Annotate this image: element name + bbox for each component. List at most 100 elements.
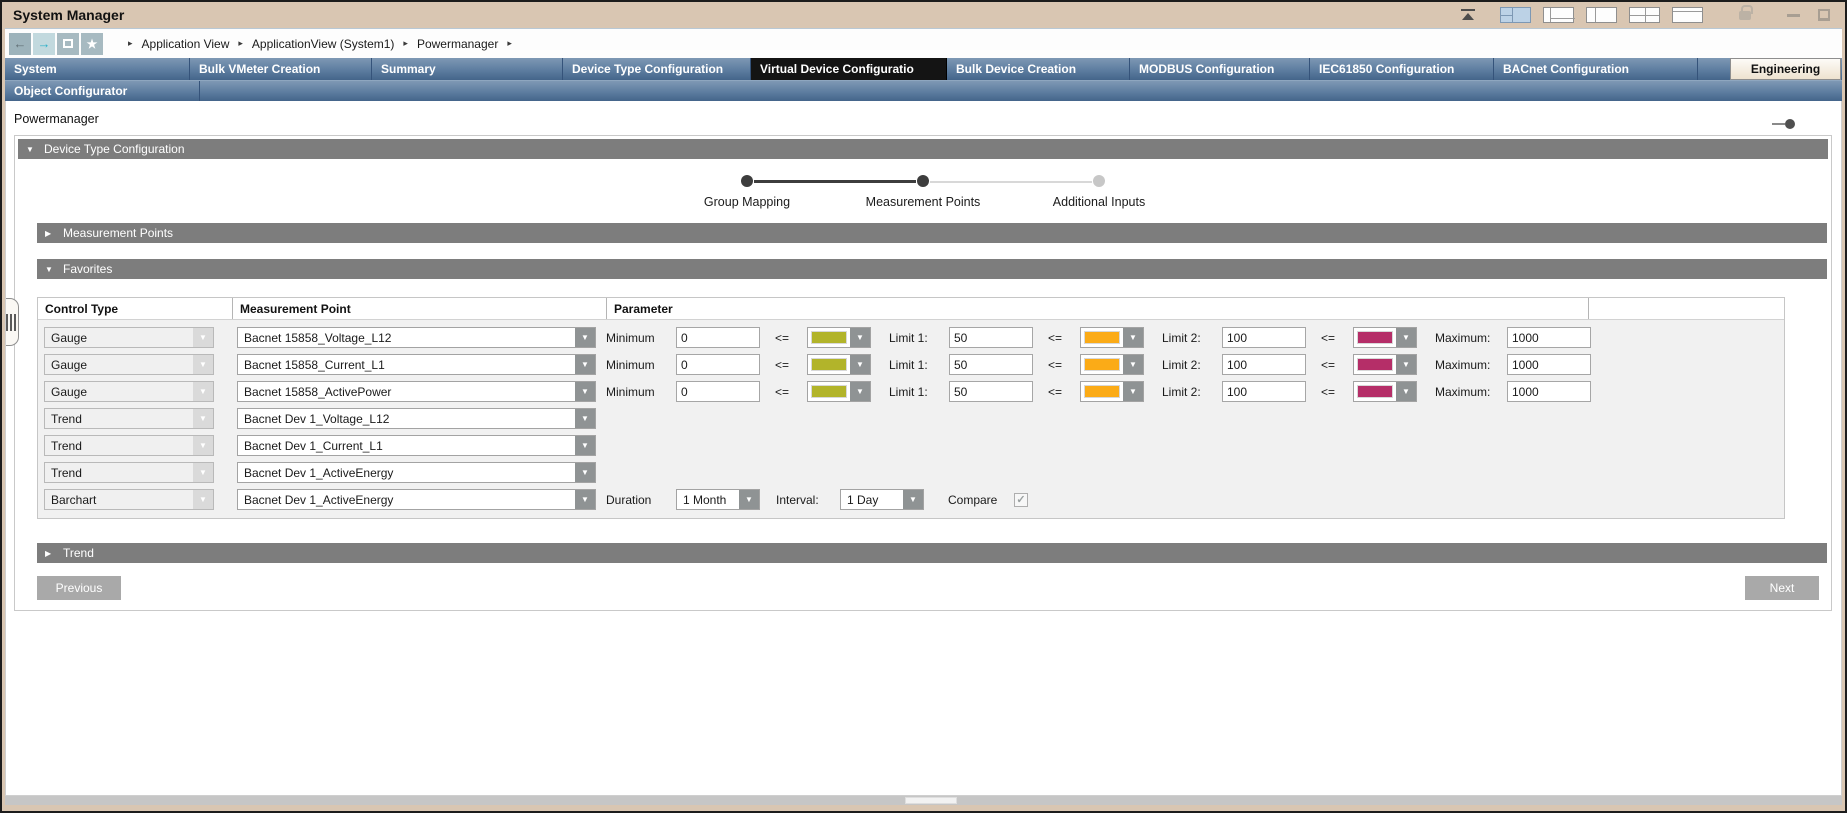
tab-row-1: System Bulk VMeter Creation Summary Device … <box>5 58 1698 80</box>
section-device-type-configuration[interactable]: ▼ Device Type Configuration <box>18 139 1828 159</box>
window-mode-icon[interactable] <box>57 32 79 55</box>
restore-icon[interactable] <box>1818 9 1830 21</box>
breadcrumb-toolbar: ← → ★ ▸ Application View ▸ ApplicationView … <box>5 28 1842 58</box>
maximum-color-dropdown[interactable] <box>1353 327 1417 348</box>
limit1-input[interactable] <box>949 354 1033 375</box>
limit2-input[interactable] <box>1222 381 1306 402</box>
control-type-dropdown[interactable]: Trend <box>44 408 214 429</box>
dropdown-value: Gauge <box>51 357 88 372</box>
limit2-input[interactable] <box>1222 354 1306 375</box>
column-header-parameter: Parameter <box>606 298 1589 319</box>
next-button[interactable]: Next <box>1745 576 1819 600</box>
maximum-input[interactable] <box>1507 354 1591 375</box>
chevron-down-icon <box>850 355 870 374</box>
layout-left-panel-icon[interactable] <box>1586 7 1617 23</box>
previous-button[interactable]: Previous <box>37 576 121 600</box>
limit1-color-dropdown[interactable] <box>807 354 871 375</box>
color-swatch <box>811 331 847 344</box>
measurement-point-dropdown[interactable]: Bacnet 15858_Current_L1 <box>237 354 596 375</box>
tab-modbus-configuration[interactable]: MODBUS Configuration <box>1130 58 1310 80</box>
tab-bulk-vmeter-creation[interactable]: Bulk VMeter Creation <box>190 58 372 80</box>
maximum-color-dropdown[interactable] <box>1353 354 1417 375</box>
maximum-input[interactable] <box>1507 327 1591 348</box>
section-trend[interactable]: ▶ Trend <box>37 543 1827 563</box>
content-area: Powermanager ▼ Device Type Configuration… <box>5 101 1842 796</box>
wizard-step-additional-inputs[interactable]: Additional Inputs <box>930 175 1187 209</box>
limit1-color-dropdown[interactable] <box>807 327 871 348</box>
dropdown-value: Gauge <box>51 384 88 399</box>
minimum-input[interactable] <box>676 381 760 402</box>
section-favorites[interactable]: ▼ Favorites <box>37 259 1827 279</box>
breadcrumb-arrow-icon: ▸ <box>403 38 408 48</box>
lock-icon[interactable] <box>1739 4 1753 20</box>
tab-bacnet-configuration[interactable]: BACnet Configuration <box>1494 58 1698 80</box>
chevron-down-icon <box>575 409 595 428</box>
breadcrumb-item-applicationview-system1[interactable]: ApplicationView (System1) <box>251 36 395 51</box>
tab-bulk-device-creation[interactable]: Bulk Device Creation <box>947 58 1130 80</box>
scrollbar-thumb[interactable] <box>905 797 957 804</box>
measurement-point-dropdown[interactable]: Bacnet Dev 1_Voltage_L12 <box>237 408 596 429</box>
limit1-input[interactable] <box>949 381 1033 402</box>
forward-arrow-icon[interactable]: → <box>33 32 55 55</box>
limit2-input[interactable] <box>1222 327 1306 348</box>
wizard-step-group-mapping[interactable]: Group Mapping <box>659 175 835 209</box>
color-swatch <box>1084 358 1120 371</box>
control-type-dropdown[interactable]: Gauge <box>44 381 214 402</box>
minimum-input[interactable] <box>676 354 760 375</box>
tab-virtual-device-configuratio[interactable]: Virtual Device Configuratio <box>751 58 947 80</box>
minimum-label: Minimum <box>606 357 655 372</box>
layout-bottom-panel-icon[interactable] <box>1543 7 1575 23</box>
chevron-down-icon <box>1396 382 1416 401</box>
interval-dropdown[interactable]: 1 Day <box>840 489 924 510</box>
chevron-down-icon <box>193 328 213 347</box>
lte-label: <= <box>775 357 790 372</box>
tab-device-type-configuration[interactable]: Device Type Configuration <box>563 58 751 80</box>
pin-icon[interactable] <box>1772 119 1795 129</box>
minimize-icon[interactable] <box>1787 13 1800 17</box>
control-type-dropdown[interactable]: Barchart <box>44 489 214 510</box>
limit2-color-dropdown[interactable] <box>1080 354 1144 375</box>
control-type-dropdown[interactable]: Trend <box>44 435 214 456</box>
tab-system[interactable]: System <box>5 58 190 80</box>
favorites-star-icon[interactable]: ★ <box>81 32 103 55</box>
measurement-point-dropdown[interactable]: Bacnet Dev 1_Current_L1 <box>237 435 596 456</box>
measurement-point-dropdown[interactable]: Bacnet Dev 1_ActiveEnergy <box>237 489 596 510</box>
control-type-dropdown[interactable]: Gauge <box>44 327 214 348</box>
horizontal-scrollbar[interactable] <box>5 796 1842 805</box>
control-type-dropdown[interactable]: Trend <box>44 462 214 483</box>
section-measurement-points[interactable]: ▶ Measurement Points <box>37 223 1827 243</box>
dropdown-value: Bacnet 15858_Voltage_L12 <box>244 330 392 345</box>
breadcrumb-item-powermanager[interactable]: Powermanager <box>416 36 499 51</box>
limit1-input[interactable] <box>949 327 1033 348</box>
tab-object-configurator[interactable]: Object Configurator <box>5 81 200 101</box>
maximum-color-dropdown[interactable] <box>1353 381 1417 402</box>
back-arrow-icon[interactable]: ← <box>9 32 31 55</box>
breadcrumb-item-application-view[interactable]: Application View <box>141 36 230 51</box>
wizard-step-measurement-points[interactable]: Measurement Points <box>754 175 1011 209</box>
measurement-point-dropdown[interactable]: Bacnet 15858_ActivePower <box>237 381 596 402</box>
layout-single-pane-icon[interactable] <box>1672 7 1703 23</box>
tab-iec61850-configuration[interactable]: IEC61850 Configuration <box>1310 58 1494 80</box>
duration-dropdown[interactable]: 1 Month <box>676 489 760 510</box>
minimum-input[interactable] <box>676 327 760 348</box>
tab-summary[interactable]: Summary <box>372 58 563 80</box>
maximum-input[interactable] <box>1507 381 1591 402</box>
left-flyout-handle[interactable] <box>6 298 19 346</box>
limit1-label: Limit 1: <box>889 384 928 399</box>
chevron-down-icon <box>575 382 595 401</box>
tab-engineering[interactable]: Engineering <box>1730 58 1841 80</box>
step-label: Measurement Points <box>865 195 981 209</box>
color-swatch <box>811 358 847 371</box>
limit2-color-dropdown[interactable] <box>1080 327 1144 348</box>
control-type-dropdown[interactable]: Gauge <box>44 354 214 375</box>
compare-checkbox[interactable] <box>1014 492 1028 507</box>
layout-split-active-icon[interactable] <box>1500 7 1531 23</box>
measurement-point-dropdown[interactable]: Bacnet 15858_Voltage_L12 <box>237 327 596 348</box>
limit1-color-dropdown[interactable] <box>807 381 871 402</box>
collapse-top-icon[interactable] <box>1460 8 1476 22</box>
measurement-point-dropdown[interactable]: Bacnet Dev 1_ActiveEnergy <box>237 462 596 483</box>
layout-grid-icon[interactable] <box>1629 7 1660 23</box>
dropdown-value: Trend <box>51 411 82 426</box>
limit2-color-dropdown[interactable] <box>1080 381 1144 402</box>
chevron-down-icon <box>575 436 595 455</box>
